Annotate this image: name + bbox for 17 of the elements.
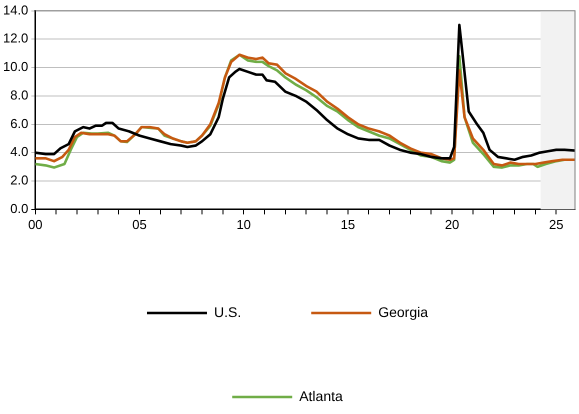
x-tick-label: 20 xyxy=(444,216,460,232)
x-tick-label: 25 xyxy=(549,216,564,232)
y-tick-label: 4.0 xyxy=(10,144,28,160)
legend-label: U.S. xyxy=(214,304,242,320)
y-tick-label: 2.0 xyxy=(10,172,28,188)
legend-label: Atlanta xyxy=(299,388,344,404)
x-tick-label: 00 xyxy=(28,216,43,232)
x-tick-label: 05 xyxy=(132,216,147,232)
y-tick-label: 12.0 xyxy=(2,30,28,46)
y-tick-label: 14.0 xyxy=(2,2,28,18)
y-tick-label: 8.0 xyxy=(10,87,28,102)
y-tick-label: 10.0 xyxy=(2,59,28,74)
y-tick-label: 0.0 xyxy=(10,200,28,216)
y-tick-label: 6.0 xyxy=(10,116,28,131)
x-tick-label: 15 xyxy=(340,216,356,232)
legend-label: Georgia xyxy=(378,304,428,320)
x-tick-label: 10 xyxy=(236,216,251,232)
